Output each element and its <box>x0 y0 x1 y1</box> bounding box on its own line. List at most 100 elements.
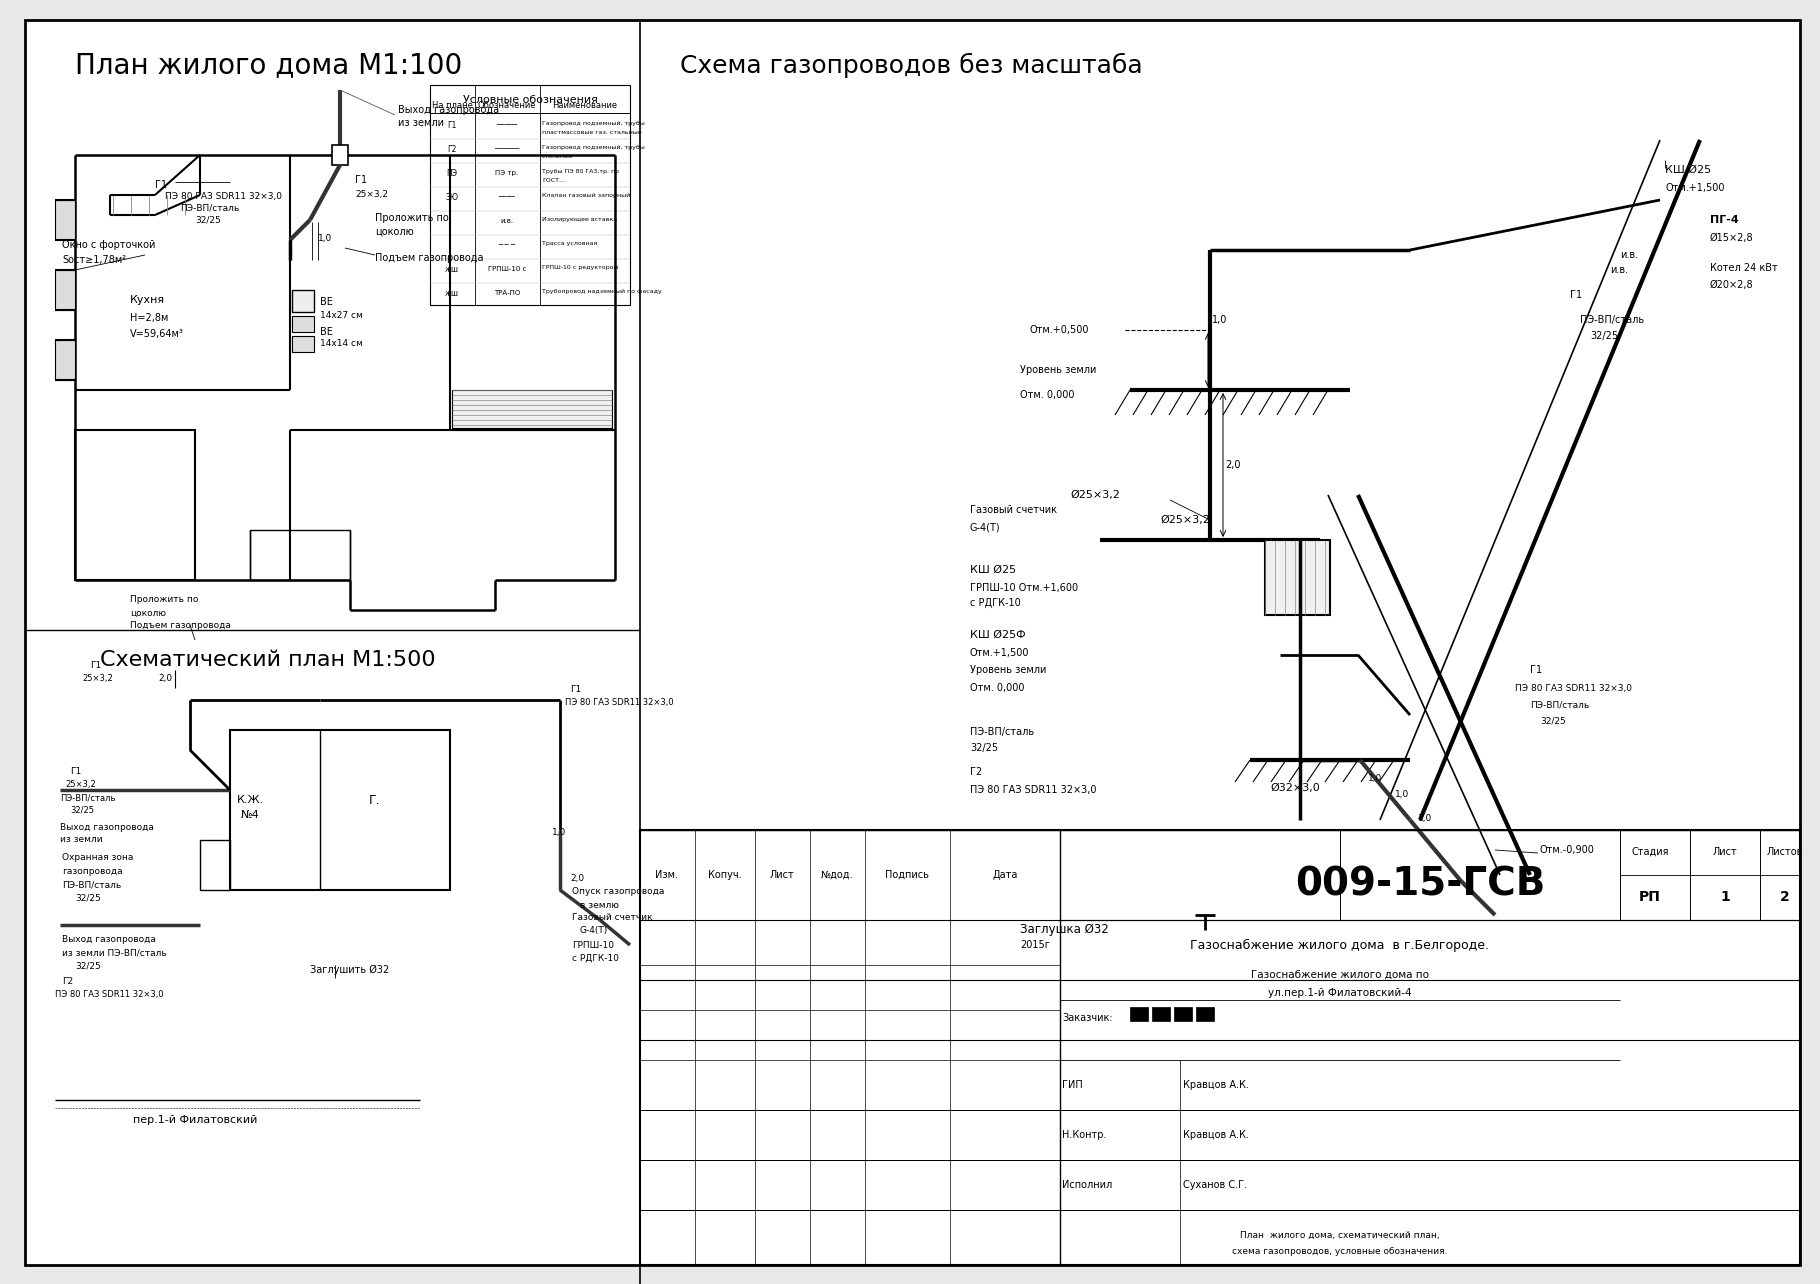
Text: Ø25×3,2: Ø25×3,2 <box>1159 515 1210 525</box>
Text: Суханов С.Г.: Суханов С.Г. <box>1183 1180 1247 1190</box>
Bar <box>1174 1007 1192 1021</box>
Text: 32/25: 32/25 <box>970 743 997 752</box>
Bar <box>1152 1007 1170 1021</box>
Text: Н.Контр.: Н.Контр. <box>1063 1130 1107 1140</box>
Bar <box>641 829 1800 1265</box>
Text: 25×3,2: 25×3,2 <box>355 190 388 199</box>
Text: Дата: Дата <box>992 871 1017 880</box>
Text: 14х14 см: 14х14 см <box>320 339 362 348</box>
Text: ПЭ-ВП/сталь: ПЭ-ВП/сталь <box>62 881 122 890</box>
Text: ГИП: ГИП <box>1063 1080 1083 1090</box>
Text: Трасса условная: Трасса условная <box>542 240 597 245</box>
Text: Г1: Г1 <box>570 686 581 695</box>
Text: Г1: Г1 <box>89 660 102 669</box>
Text: Выход газопровода: Выход газопровода <box>60 823 155 832</box>
Text: ПЭ 80 ГАЗ SDR11 32×3,0: ПЭ 80 ГАЗ SDR11 32×3,0 <box>55 990 164 999</box>
Text: ──────: ────── <box>495 146 521 152</box>
Text: ────: ──── <box>499 194 515 200</box>
Text: 1,0: 1,0 <box>1369 773 1381 782</box>
Bar <box>55 270 75 309</box>
Text: 32/25: 32/25 <box>75 894 100 903</box>
Text: На плане: На плане <box>431 100 473 109</box>
Text: Газоснабжение жилого дома  в г.Белгороде.: Газоснабжение жилого дома в г.Белгороде. <box>1190 939 1489 951</box>
Text: Трубопровод надземный по фасаду: Трубопровод надземный по фасаду <box>542 289 662 294</box>
Bar <box>249 530 349 580</box>
Text: Г.: Г. <box>369 794 380 806</box>
Text: цоколю: цоколю <box>375 227 413 238</box>
Text: пер.1-й Филатовский: пер.1-й Филатовский <box>133 1115 257 1125</box>
Bar <box>331 145 348 166</box>
Text: с РДГК-10: с РДГК-10 <box>970 598 1021 609</box>
Text: Копуч.: Копуч. <box>708 871 743 880</box>
Text: ПЭ-ВП/сталь: ПЭ-ВП/сталь <box>1531 701 1589 710</box>
Text: Окно с форточкой: Окно с форточкой <box>62 240 155 250</box>
Text: 1,0: 1,0 <box>1394 791 1409 800</box>
Text: Листов: Листов <box>1767 847 1804 856</box>
Text: КШ Ø25Ф: КШ Ø25Ф <box>970 630 1026 639</box>
Text: Стадия: Стадия <box>1631 847 1669 856</box>
Text: из земли ПЭ-ВП/сталь: из земли ПЭ-ВП/сталь <box>62 949 167 958</box>
Text: ПЭ-ВП/сталь: ПЭ-ВП/сталь <box>1580 315 1643 325</box>
Text: Подъем газопровода: Подъем газопровода <box>375 253 484 263</box>
Text: Изолирующее вставка: Изолирующее вставка <box>542 217 617 222</box>
Text: Отм.+1,500: Отм.+1,500 <box>970 648 1030 657</box>
Bar <box>55 340 75 380</box>
Bar <box>229 731 450 890</box>
Text: пластмассовые газ. стальные: пластмассовые газ. стальные <box>542 130 642 135</box>
Text: Наименование: Наименование <box>553 100 617 109</box>
Text: ГОСТ...: ГОСТ... <box>542 177 564 182</box>
Text: ПЭ: ПЭ <box>446 168 457 177</box>
Text: G-4(Т): G-4(Т) <box>970 523 1001 533</box>
Text: Газоснабжение жилого дома по: Газоснабжение жилого дома по <box>1250 969 1429 980</box>
Text: 2015г: 2015г <box>1019 940 1050 950</box>
Text: Кравцов А.К.: Кравцов А.К. <box>1183 1080 1249 1090</box>
Text: 1: 1 <box>1720 890 1729 904</box>
Text: цоколю: цоколю <box>129 609 166 618</box>
Bar <box>1130 1007 1148 1021</box>
Text: ГРПШ-10 с: ГРПШ-10 с <box>488 266 526 272</box>
Text: жш: жш <box>446 265 459 273</box>
Bar <box>291 290 315 312</box>
Text: Отм. 0,000: Отм. 0,000 <box>1019 390 1074 401</box>
Text: ЗЮ: ЗЮ <box>446 193 459 202</box>
Text: жш: жш <box>446 289 459 298</box>
Text: Проложить по: Проложить по <box>129 596 198 605</box>
Text: Г2: Г2 <box>62 977 73 986</box>
Text: с РДГК-10: с РДГК-10 <box>571 954 619 963</box>
Text: ПЭ-ВП/сталь: ПЭ-ВП/сталь <box>60 794 115 802</box>
Text: ул.пер.1-й Филатовский-4: ул.пер.1-й Филатовский-4 <box>1269 987 1412 998</box>
Text: Отм.+1,500: Отм.+1,500 <box>1665 184 1725 193</box>
Bar <box>430 85 630 306</box>
Bar <box>200 840 229 890</box>
Text: 2: 2 <box>1780 890 1789 904</box>
Text: Г2: Г2 <box>970 767 983 777</box>
Bar <box>75 430 195 580</box>
Text: 32/25: 32/25 <box>69 805 95 814</box>
Text: схема газопроводов, условные обозначения.: схема газопроводов, условные обозначения… <box>1232 1248 1447 1257</box>
Text: 009-15-ГСВ: 009-15-ГСВ <box>1294 865 1545 904</box>
Text: 1,0: 1,0 <box>1418 814 1432 823</box>
Text: 2,0: 2,0 <box>1225 460 1241 470</box>
Text: №4: №4 <box>240 810 260 820</box>
Text: газопровода: газопровода <box>62 868 122 877</box>
Text: ГРПШ-10: ГРПШ-10 <box>571 940 613 949</box>
Bar <box>451 390 612 428</box>
Text: Подъем газопровода: Подъем газопровода <box>129 621 231 630</box>
Text: Н=2,8м: Н=2,8м <box>129 313 169 324</box>
Text: ПЭ 80 ГАЗ SDR11 32×3,0: ПЭ 80 ГАЗ SDR11 32×3,0 <box>970 785 1096 795</box>
Text: ПЭ 80 ГАЗ SDR11 32×3,0: ПЭ 80 ГАЗ SDR11 32×3,0 <box>564 698 673 707</box>
Text: Обозначение: Обозначение <box>477 100 537 109</box>
Text: Выход газопровода: Выход газопровода <box>399 105 499 116</box>
Text: Котел 24 кВт: Котел 24 кВт <box>1711 263 1778 273</box>
Text: Схематический план М1:500: Схематический план М1:500 <box>100 650 435 670</box>
Text: РП: РП <box>1640 890 1662 904</box>
Text: Охранная зона: Охранная зона <box>62 854 133 863</box>
Text: ТРА-ПО: ТРА-ПО <box>493 290 521 297</box>
Text: Ø15×2,8: Ø15×2,8 <box>1711 232 1754 243</box>
Text: Опуск газопровода: Опуск газопровода <box>571 887 664 896</box>
Text: Подпись: Подпись <box>885 871 928 880</box>
Text: 1,0: 1,0 <box>1212 315 1227 325</box>
Bar <box>291 336 315 352</box>
Text: Ø25×3,2: Ø25×3,2 <box>1070 490 1119 499</box>
Text: Схема газопроводов без масштаба: Схема газопроводов без масштаба <box>681 53 1143 77</box>
